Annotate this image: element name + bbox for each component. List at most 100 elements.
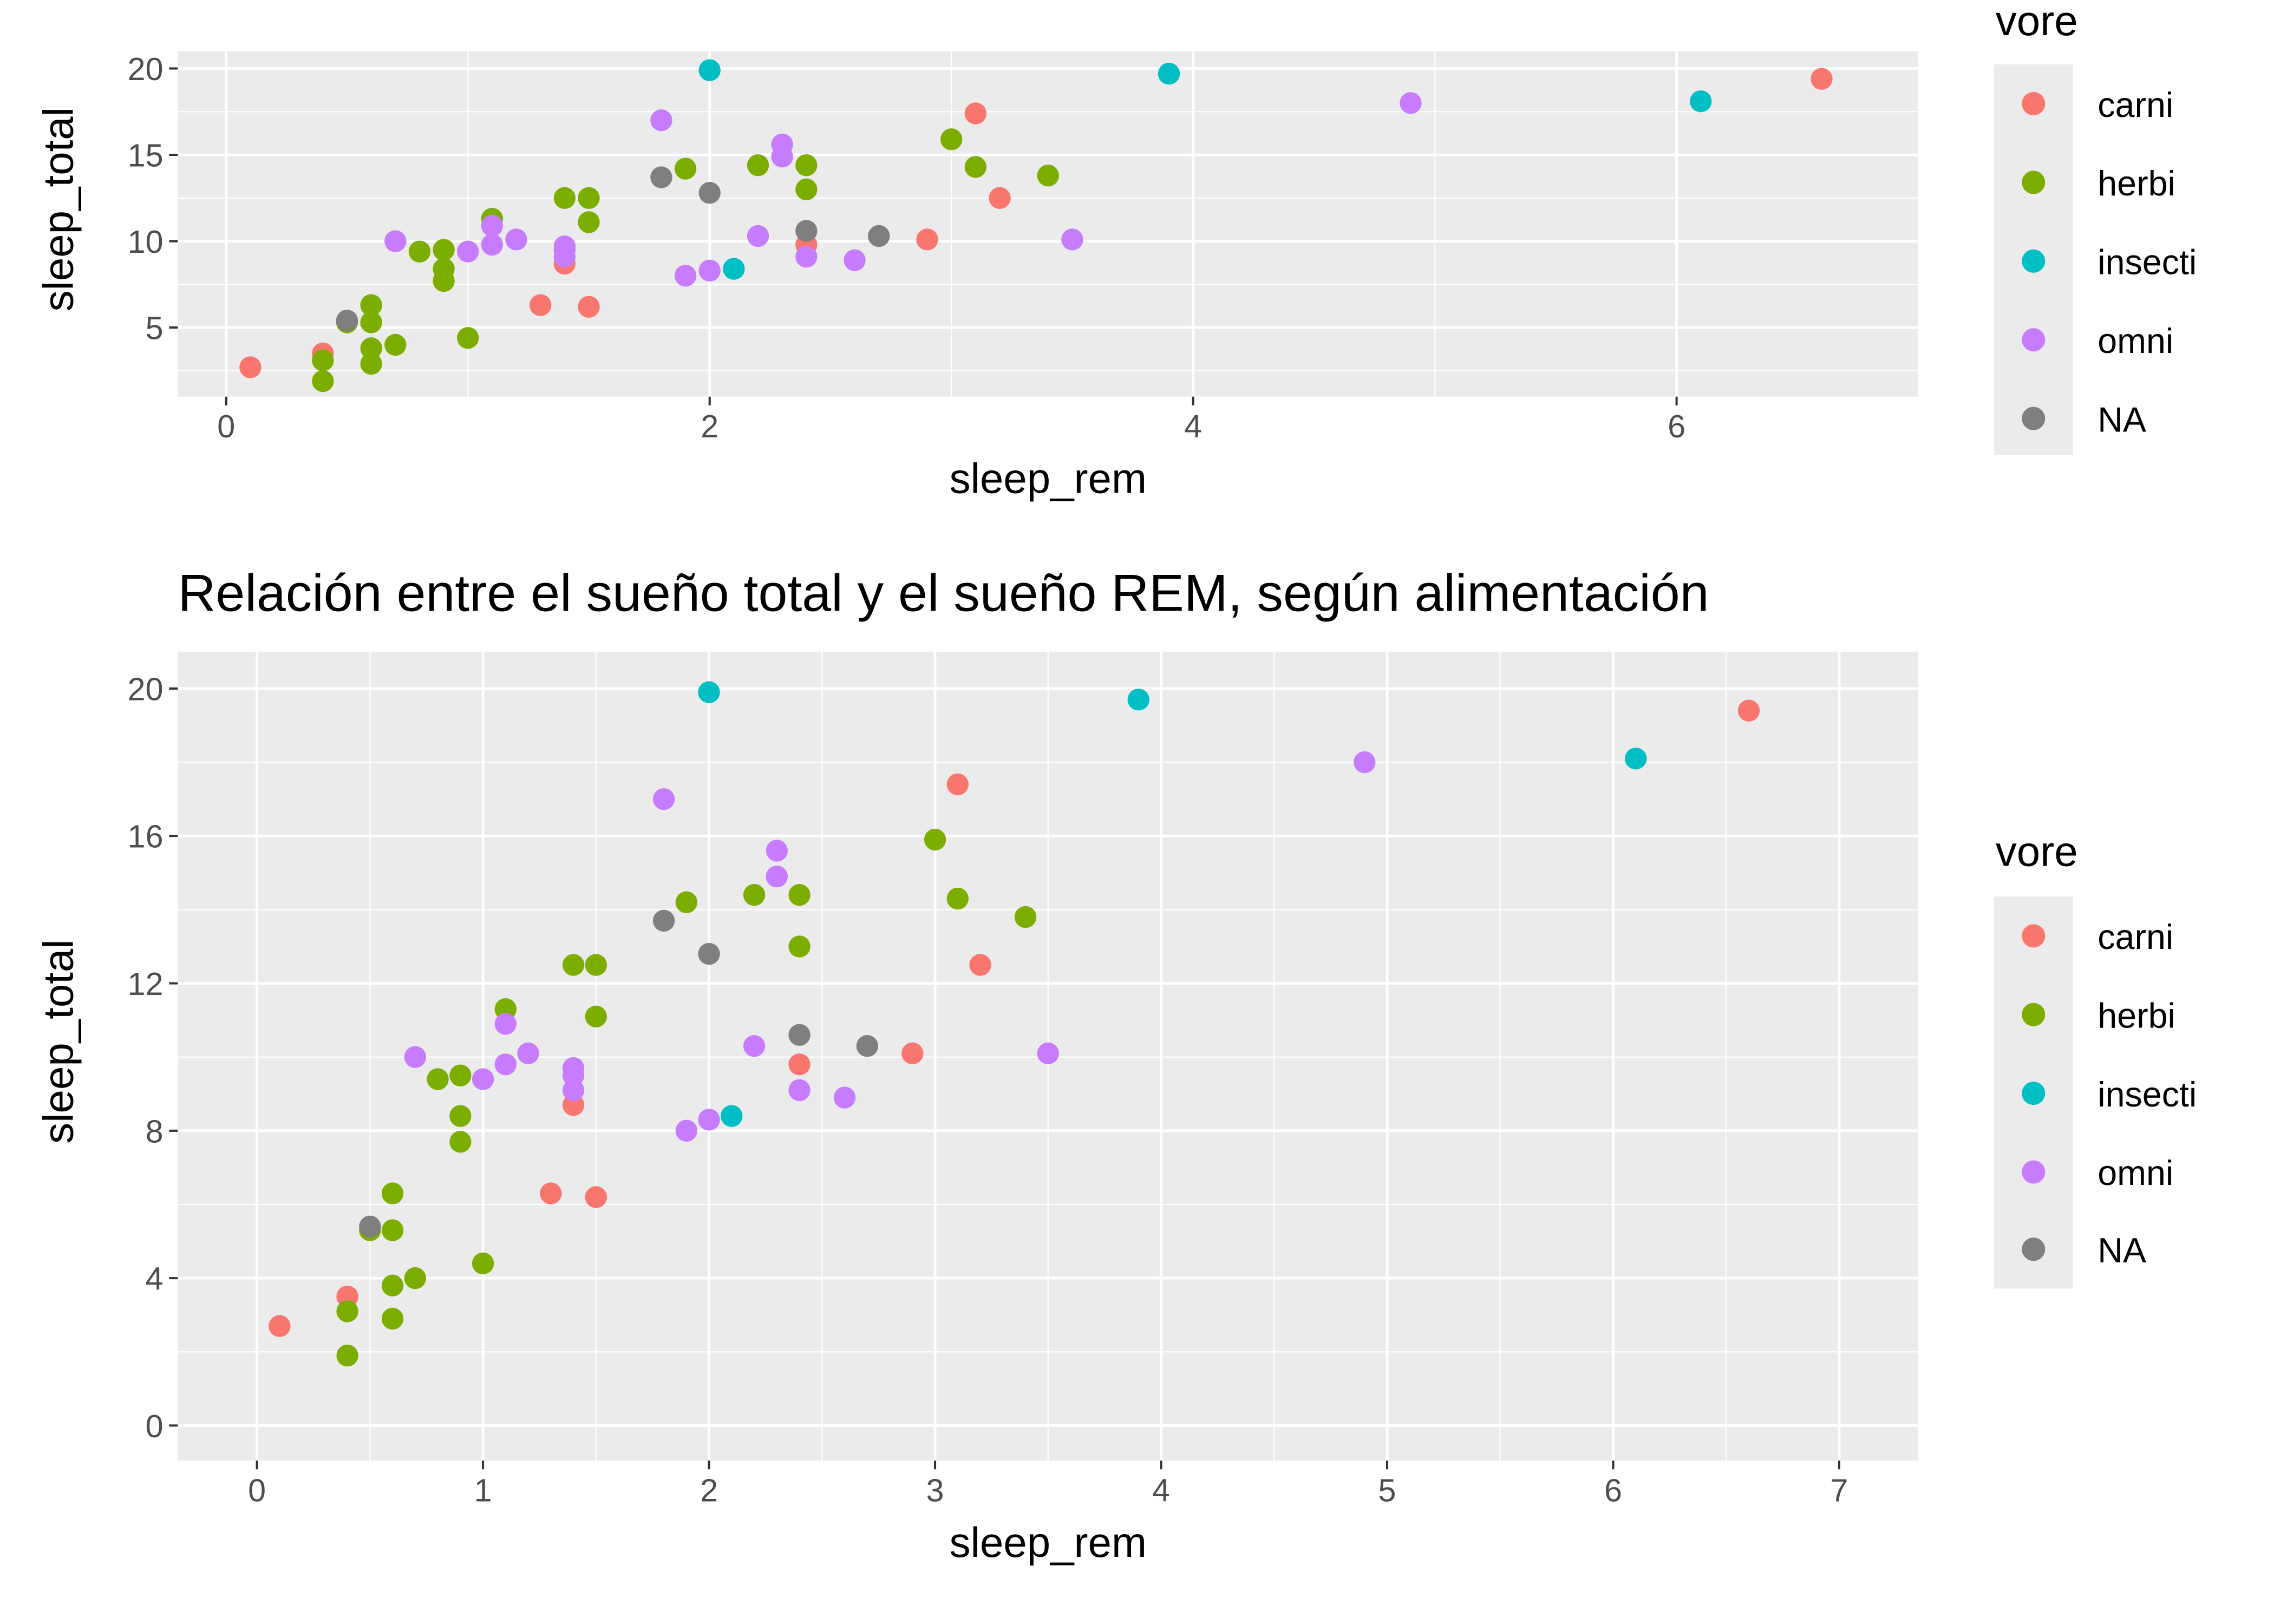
data-point-herbi [449,1105,472,1127]
plot-background [178,51,1919,397]
data-point-herbi [381,1219,404,1241]
data-point-NA [868,225,890,247]
data-point-omni [747,225,769,247]
data-point-omni [481,214,504,237]
chart-title: Relación entre el sueño total y el sueño… [178,563,1709,622]
data-point-herbi [404,1267,427,1289]
y-tick-label: 8 [146,1113,164,1149]
data-point-herbi [940,128,963,150]
data-point-herbi [472,1252,494,1275]
data-point-omni [494,1013,517,1035]
data-point-omni [771,146,793,168]
legend-key-insecti [2022,249,2046,273]
data-point-NA [856,1035,878,1057]
data-point-herbi [381,1182,404,1204]
data-point-omni [698,1109,720,1131]
y-tick-label: 10 [128,224,164,260]
data-point-omni [652,788,675,810]
x-tick-label: 6 [1668,408,1685,444]
data-point-omni [674,265,697,287]
data-point-carni [540,1182,562,1204]
data-point-omni [766,840,788,862]
data-point-herbi [795,154,818,176]
data-point-carni [578,296,600,318]
data-point-herbi [924,828,946,851]
data-point-carni [989,187,1011,209]
data-point-insecti [1158,62,1180,85]
data-point-NA [652,909,675,932]
legend-label-carni: carni [2097,86,2173,125]
data-point-omni [844,249,866,271]
data-point-herbi [336,1300,358,1322]
data-point-NA [650,166,672,188]
data-point-herbi [312,370,334,392]
data-point-NA [795,220,818,242]
data-point-herbi [360,294,382,316]
data-point-omni [766,865,788,888]
legend-title: vore [1996,828,2078,875]
data-point-herbi [427,1068,449,1090]
data-point-NA [698,182,721,204]
data-point-herbi [360,337,382,359]
data-point-omni [675,1119,697,1142]
data-point-omni [1354,751,1376,774]
data-point-herbi [747,154,769,176]
legend-title: vore [1996,0,2078,44]
data-point-omni [788,1079,811,1102]
data-point-NA [359,1215,381,1237]
legend-key-herbi [2022,1003,2046,1026]
data-point-carni [901,1042,924,1065]
data-point-herbi [336,1344,358,1367]
legend-key-herbi [2022,171,2046,194]
x-tick-label: 6 [1604,1472,1622,1508]
x-tick-label: 2 [701,408,718,444]
data-point-herbi [433,239,455,261]
data-point-herbi [384,333,407,356]
y-axis-label: sleep_total [35,939,82,1144]
data-point-herbi [578,187,600,209]
legend-key-NA [2022,1237,2046,1261]
y-tick-label: 5 [146,310,164,346]
y-axis-label: sleep_total [35,107,82,312]
data-point-omni [505,228,527,251]
y-tick-label: 15 [128,137,164,174]
data-point-carni [969,954,991,976]
data-point-herbi [585,1005,607,1027]
data-point-omni [1061,228,1083,251]
data-point-herbi [433,270,455,292]
data-point-herbi [788,883,811,906]
x-tick-label: 7 [1830,1472,1848,1508]
x-axis-label: sleep_rem [950,1518,1147,1566]
data-point-herbi [585,954,607,976]
y-tick-label: 0 [146,1408,164,1444]
data-point-omni [743,1035,766,1057]
data-point-insecti [1625,748,1647,770]
top-scatter-panel: 0 2 4 6 5 10 15 20 sleep_rem sleep_total vore carni… [35,0,2197,502]
data-point-NA [698,942,720,965]
data-point-herbi [360,311,382,333]
data-point-NA [788,1024,811,1046]
legend-label-omni: omni [2097,1154,2173,1193]
data-point-omni [404,1046,427,1068]
data-point-omni [650,109,672,132]
data-point-carni [946,773,969,796]
data-point-herbi [449,1131,472,1153]
bottom-scatter-panel: 0 1 2 3 4 5 6 7048121620sleep_remsleep_totalRel… [35,563,2197,1566]
data-point-omni [517,1042,539,1065]
legend-key-carni [2022,924,2046,948]
data-point-herbi [408,240,431,263]
data-point-omni [698,259,721,281]
data-point-insecti [1690,90,1712,113]
data-point-carni [529,294,552,316]
data-point-omni [457,240,479,263]
x-tick-label: 2 [700,1472,718,1508]
data-point-herbi [1037,165,1059,187]
legend-key-insecti [2022,1082,2046,1105]
y-tick-label: 4 [146,1261,164,1297]
data-point-insecti [698,681,720,703]
data-point-omni [1400,92,1422,114]
legend-key-omni [2022,328,2046,352]
data-point-herbi [964,156,987,178]
data-point-herbi [675,891,697,913]
